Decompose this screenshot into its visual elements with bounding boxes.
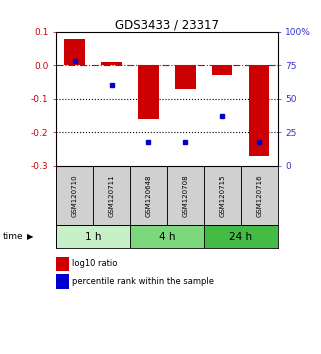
Title: GDS3433 / 23317: GDS3433 / 23317: [115, 19, 219, 32]
Text: ▶: ▶: [27, 232, 34, 241]
FancyBboxPatch shape: [130, 225, 204, 248]
Text: GSM120648: GSM120648: [145, 175, 152, 217]
FancyBboxPatch shape: [130, 166, 167, 225]
FancyBboxPatch shape: [204, 166, 241, 225]
FancyBboxPatch shape: [167, 166, 204, 225]
FancyBboxPatch shape: [56, 166, 93, 225]
Bar: [101, 62, 122, 65]
FancyBboxPatch shape: [204, 225, 278, 248]
Text: 4 h: 4 h: [159, 232, 175, 242]
Text: GSM120711: GSM120711: [108, 175, 115, 217]
FancyBboxPatch shape: [241, 166, 278, 225]
Bar: [138, 65, 159, 119]
Text: 1 h: 1 h: [85, 232, 101, 242]
Text: time: time: [3, 232, 24, 241]
Text: percentile rank within the sample: percentile rank within the sample: [72, 277, 214, 286]
FancyBboxPatch shape: [56, 225, 130, 248]
Bar: [249, 65, 269, 156]
Text: GSM120715: GSM120715: [219, 175, 225, 217]
Text: GSM120710: GSM120710: [72, 175, 78, 217]
Bar: [175, 65, 195, 89]
Text: log10 ratio: log10 ratio: [72, 259, 117, 268]
Bar: [212, 65, 232, 75]
FancyBboxPatch shape: [93, 166, 130, 225]
Text: 24 h: 24 h: [229, 232, 252, 242]
Text: GSM120716: GSM120716: [256, 175, 262, 217]
Bar: [65, 39, 85, 65]
Text: GSM120708: GSM120708: [182, 175, 188, 217]
